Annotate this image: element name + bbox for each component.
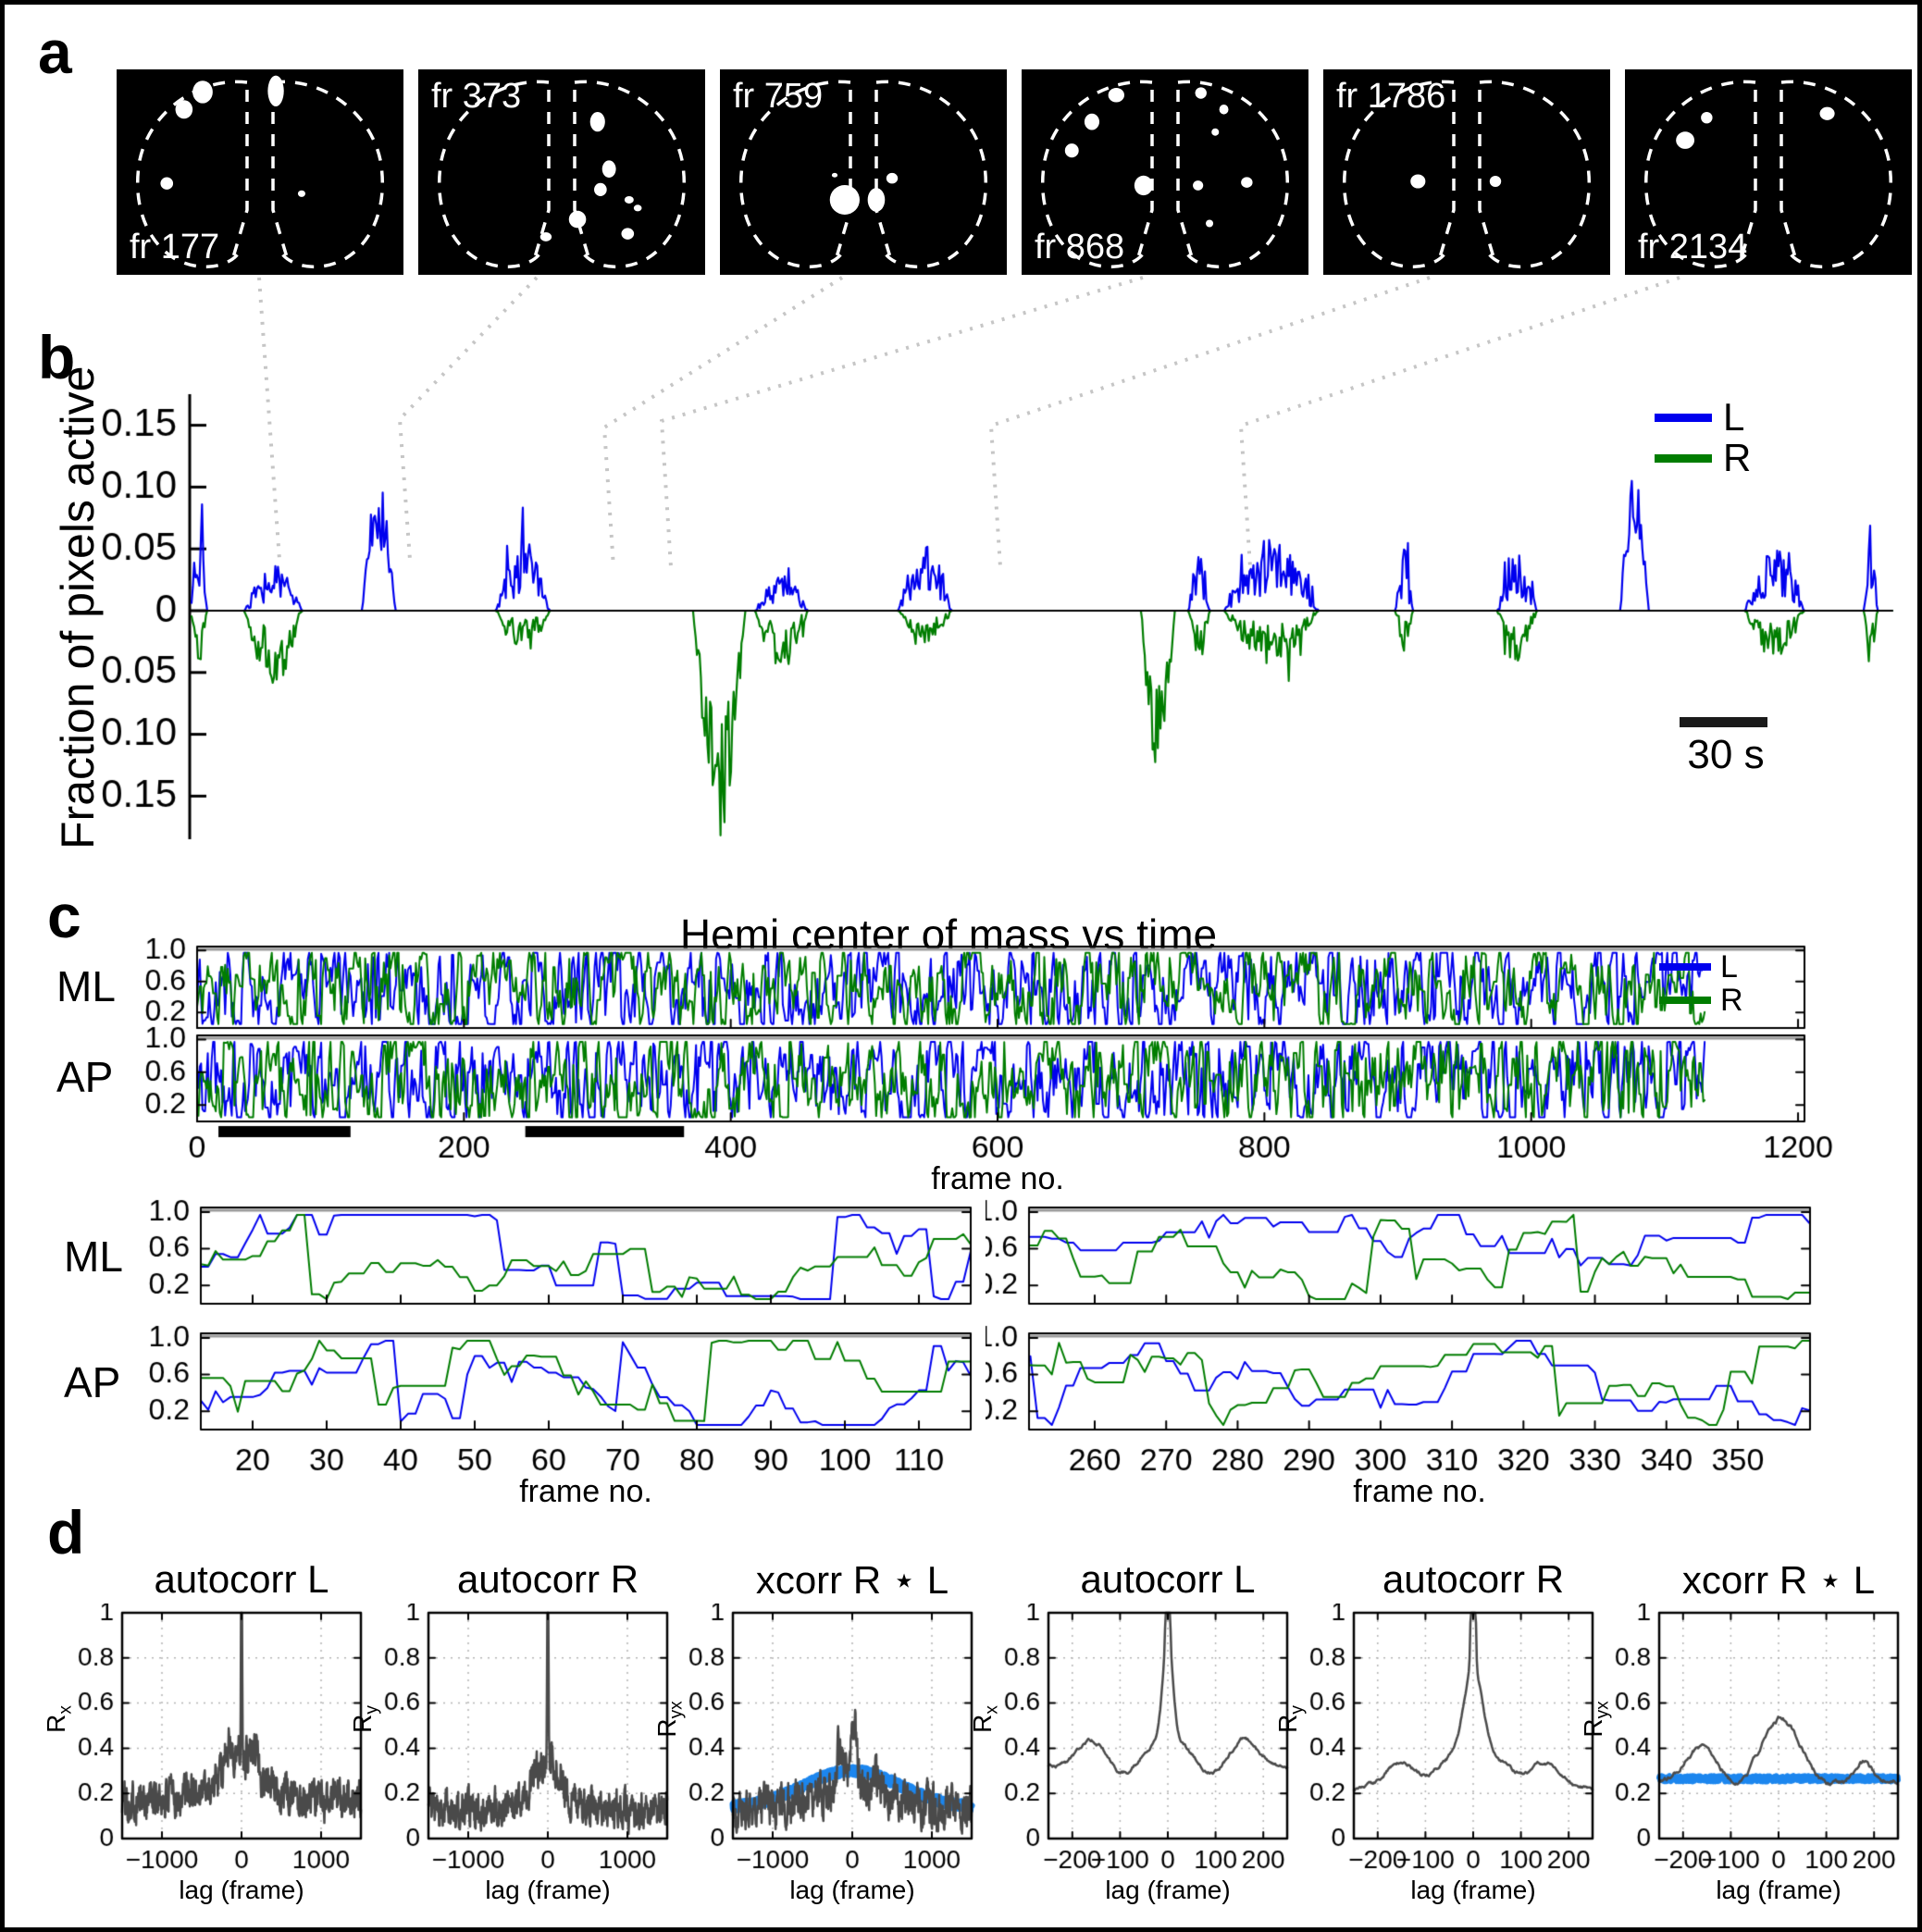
legend-line-R: [1655, 453, 1712, 463]
row-label-ml-inset: ML: [64, 1232, 123, 1281]
com-zoom-right-canvas: [986, 1189, 1855, 1494]
autocorr-r-zoom-canvas: [1295, 1604, 1600, 1890]
legend-item-R: R: [1659, 982, 1743, 1018]
corr-xlabel-5: lag (frame): [1410, 1876, 1536, 1904]
xcorr-wide-canvas: [674, 1604, 979, 1890]
corr-title-6: xcorr R ⋆ L: [1681, 1558, 1876, 1602]
frame-label: fr 177: [130, 228, 220, 266]
zoom-left-xlabel: frame no.: [519, 1474, 652, 1509]
brain-frame-177: fr 177: [117, 69, 403, 275]
legend-item-L: L: [1655, 395, 1751, 439]
legend-item-R: R: [1655, 436, 1752, 479]
legend-line-L: [1659, 963, 1711, 971]
brain-outline-svg: [135, 75, 385, 269]
brain-frame-759: fr 759: [720, 69, 1007, 275]
corr-xlabel-6: lag (frame): [1716, 1876, 1841, 1904]
corr-title-3: xcorr R ⋆ L: [755, 1558, 949, 1602]
autocorr-l-wide-canvas: [63, 1604, 368, 1890]
brain-outline-svg: [1342, 80, 1592, 269]
corr-xlabel-4: lag (frame): [1105, 1876, 1231, 1904]
brain-frame-1786: fr 1786: [1323, 69, 1610, 275]
row-label-ap-inset: AP: [64, 1358, 121, 1406]
brain-outline-svg: [1040, 80, 1290, 269]
autocorr-l-zoom-canvas: [989, 1604, 1295, 1890]
legend-label-R: R: [1720, 982, 1743, 1018]
brain-outline-svg: [437, 80, 687, 269]
legend-label-R: R: [1723, 436, 1752, 479]
frame-label: fr 2134: [1638, 228, 1748, 266]
corr-title-5: autocorr R: [1382, 1557, 1565, 1601]
activity-legend: L R: [1655, 395, 1752, 479]
brain-frame-868: fr 868: [1022, 69, 1308, 275]
xcorr-zoom-canvas: [1600, 1604, 1905, 1890]
legend-label-L: L: [1723, 395, 1745, 439]
panel-d-label: d: [47, 1498, 85, 1567]
corr-title-2: autocorr R: [456, 1557, 639, 1601]
corr-xlabel-2: lag (frame): [485, 1876, 611, 1904]
com-timeseries-canvas: [143, 930, 1855, 1189]
legend-item-L: L: [1659, 948, 1743, 985]
corr-xlabel-1: lag (frame): [179, 1876, 304, 1904]
panel-a-label: a: [38, 18, 72, 86]
row-label-ml-top: ML: [56, 962, 116, 1010]
activity-plot-canvas: [42, 356, 1917, 874]
legend-line-R: [1659, 997, 1711, 1004]
corr-title-1: autocorr L: [154, 1557, 329, 1601]
autocorr-r-wide-canvas: [369, 1604, 675, 1890]
corr-title-4: autocorr L: [1080, 1557, 1256, 1601]
legend-label-L: L: [1720, 948, 1738, 985]
brain-outline-svg: [1643, 80, 1893, 269]
scalebar-label: 30 s: [1687, 732, 1765, 777]
brain-frame-373: fr 373: [418, 69, 705, 275]
frame-label: fr 373: [431, 77, 522, 116]
panel-c-label: c: [47, 882, 81, 950]
frame-label: fr 1786: [1336, 77, 1446, 116]
zoom-right-xlabel: frame no.: [1353, 1474, 1486, 1509]
brain-frame-2134: fr 2134: [1625, 69, 1912, 275]
com-legend: L R: [1659, 948, 1743, 1018]
row-label-ap-top: AP: [56, 1053, 114, 1101]
corr-xlabel-3: lag (frame): [789, 1876, 915, 1904]
com-zoom-left-canvas: [143, 1189, 1013, 1494]
brain-outline-svg: [738, 80, 988, 269]
frame-label: fr 759: [733, 77, 824, 116]
scalebar: [1680, 717, 1767, 727]
legend-line-L: [1655, 413, 1712, 422]
frame-label: fr 868: [1035, 228, 1125, 266]
